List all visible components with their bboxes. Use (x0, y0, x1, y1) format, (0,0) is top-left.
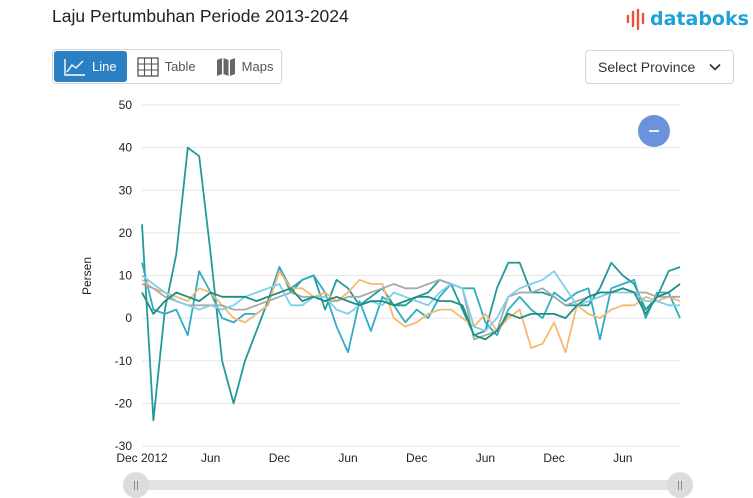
series-line-1[interactable] (141, 146, 681, 422)
tab-maps[interactable]: Maps (206, 51, 284, 82)
tab-line-label: Line (92, 59, 117, 74)
brand-logo[interactable]: databoks (625, 6, 749, 32)
y-tick-label: -10 (115, 354, 133, 368)
range-slider-right-handle[interactable] (667, 472, 693, 498)
x-tick-label: Dec (543, 451, 564, 465)
x-tick-label: Jun (613, 451, 632, 465)
map-icon (216, 57, 235, 76)
y-tick-label: -20 (115, 396, 133, 410)
reset-zoom-button[interactable] (638, 115, 670, 147)
y-tick-label: 40 (119, 141, 133, 155)
x-tick-label: Jun (338, 451, 357, 465)
tab-table-label: Table (164, 59, 196, 74)
y-axis-label: Persen (80, 257, 94, 295)
databoks-logo-icon (626, 8, 645, 31)
chart-gridlines (142, 104, 680, 447)
y-axis-ticks: 50 40 30 20 10 0 -10 -20 -30 (115, 98, 133, 453)
line-chart-icon (64, 58, 85, 76)
province-select[interactable]: Select Province (585, 50, 734, 84)
y-tick-label: 30 (119, 183, 133, 197)
x-tick-label: Dec 2012 (116, 451, 168, 465)
minus-icon (649, 130, 659, 132)
x-axis-ticks: Dec 2012 Jun Dec Jun Dec Jun Dec Jun (116, 451, 632, 465)
chevron-down-icon (709, 63, 721, 71)
page-title: Laju Pertumbuhan Periode 2013-2024 (52, 6, 349, 26)
x-tick-label: Dec (269, 451, 290, 465)
y-tick-label: 50 (119, 98, 133, 112)
x-tick-label: Jun (201, 451, 220, 465)
x-tick-label: Dec (406, 451, 427, 465)
series-line-2[interactable] (141, 262, 681, 354)
view-tabs: Line Table Maps (52, 49, 282, 84)
tab-line[interactable]: Line (54, 51, 127, 82)
series-line-6[interactable] (141, 283, 681, 341)
series-line-3[interactable] (141, 270, 681, 354)
tab-maps-label: Maps (241, 59, 274, 74)
y-tick-label: 20 (119, 226, 133, 240)
tab-table[interactable]: Table (127, 51, 206, 82)
range-slider-track[interactable] (137, 480, 680, 490)
province-select-label: Select Province (598, 59, 696, 75)
y-tick-label: 10 (119, 269, 133, 283)
y-tick-label: 0 (125, 311, 132, 325)
x-tick-label: Jun (476, 451, 495, 465)
chart-series (141, 146, 681, 422)
y-tick-label: -30 (115, 439, 133, 453)
range-slider-left-handle[interactable] (123, 472, 149, 498)
brand-name: databoks (650, 8, 749, 30)
table-grid-icon (136, 56, 159, 77)
